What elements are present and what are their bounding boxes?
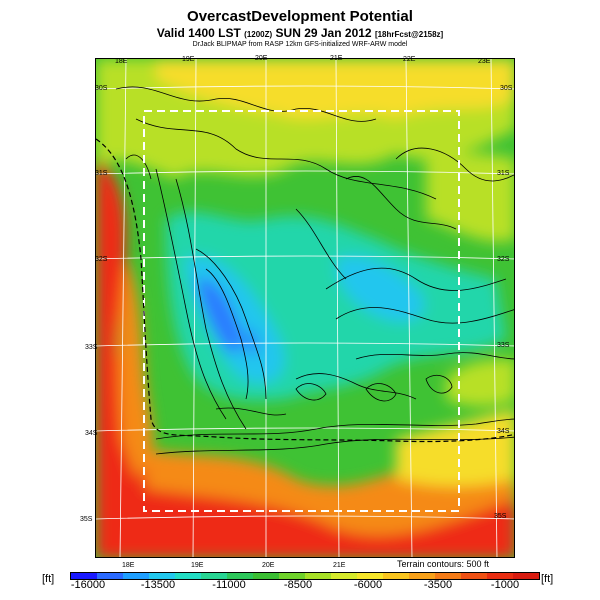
lon-bottom-label: 19E [191,562,204,569]
valid-time-line: Valid 1400 LST (1200Z) SUN 29 Jan 2012 [… [0,26,600,40]
colorbar-swatch [357,573,383,579]
lon-bottom-label: 20E [262,562,275,569]
colorbar-label: -6000 [353,579,383,591]
model-credit: DrJack BLIPMAP from RASP 12km GFS-initia… [192,41,408,48]
units-left: [ft] [42,573,55,585]
lon-top-label: 23E [478,58,491,65]
lat-right-label: 30S [500,85,513,92]
colorbar-label: -11000 [212,579,246,591]
colorbar-swatch [305,573,331,579]
colorbar-swatch [253,573,279,579]
colorbar-swatch [513,573,539,579]
lon-top-label: 20E [255,55,268,62]
colorbar-swatch [71,573,97,579]
colorbar [70,572,540,580]
lat-left-label: 30S [95,85,108,92]
lat-left-label: 32S [95,256,108,263]
terrain-contour-note: Terrain contours: 500 ft [397,559,490,569]
colorbar-swatch [149,573,175,579]
colorbar-swatch [97,573,123,579]
colorbar-label: -1000 [490,579,520,591]
lat-left-label: 33S [85,344,98,351]
colorbar-swatch [409,573,435,579]
lon-bottom-label: 18E [122,562,135,569]
lon-top-label: 18E [115,58,128,65]
lat-right-label: 32S [497,256,510,263]
graticule [96,59,514,557]
terrain-contours [115,86,514,455]
forecast-info: [18hrFcst@2158z] [374,30,444,39]
valid-time: Valid 1400 LST [156,26,241,40]
lon-bottom-label: 21E [333,562,346,569]
lat-left-label: 35S [80,516,93,523]
map-canvas [96,59,514,557]
utc-time: (1200Z) [244,30,273,39]
colorbar-swatch [227,573,253,579]
lon-top-label: 22E [403,56,416,63]
colorbar-label: -13500 [140,579,176,591]
colorbar-swatch [175,573,201,579]
lat-left-label: 34S [85,430,98,437]
colorbar-swatch [123,573,149,579]
colorbar-swatch [435,573,461,579]
valid-date: SUN 29 Jan 2012 [275,26,372,40]
units-right: [ft] [541,573,554,585]
lon-top-label: 19E [182,56,195,63]
colorbar-swatch [461,573,487,579]
color-field [96,59,514,557]
colorbar-swatch [279,573,305,579]
chart-title: OvercastDevelopment Potential [187,8,413,25]
colorbar-swatch [383,573,409,579]
lat-right-label: 35S [494,513,507,520]
colorbar-swatch [487,573,513,579]
coastline [96,138,514,443]
lon-top-label: 21E [330,55,343,62]
colorbar-swatch [331,573,357,579]
lat-right-label: 34S [497,428,510,435]
colorbar-label: -3500 [423,579,453,591]
forecast-map [95,58,515,558]
colorbar-label: -16000 [70,579,106,591]
lat-right-label: 31S [497,170,510,177]
lat-right-label: 33S [497,342,510,349]
colorbar-label: -8500 [283,579,313,591]
lat-left-label: 31S [95,170,108,177]
colorbar-swatch [201,573,227,579]
